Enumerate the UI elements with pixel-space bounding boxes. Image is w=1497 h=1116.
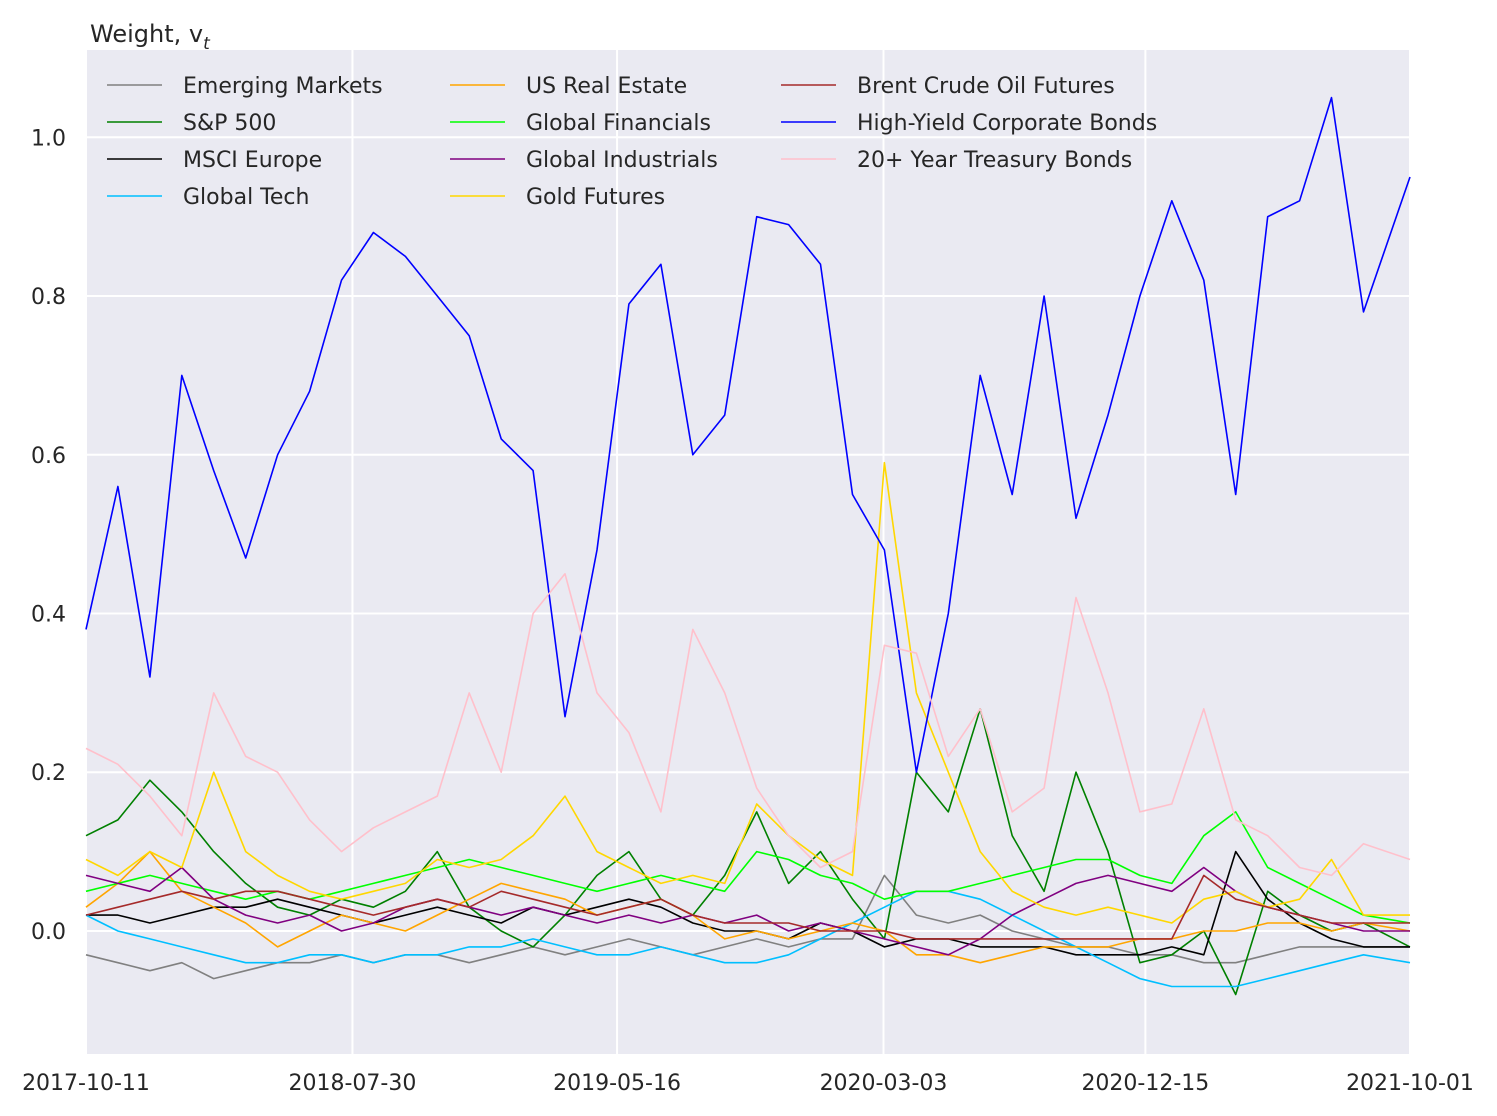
x-tick-label: 2018-07-30 <box>289 1071 417 1096</box>
grid-lines <box>85 50 1411 1054</box>
legend-label: Emerging Markets <box>183 74 383 99</box>
series-line <box>85 572 1411 877</box>
legend-label: Gold Futures <box>526 185 665 210</box>
y-axis-tick-labels: 0.0 0.2 0.4 0.6 0.8 1.0 <box>31 126 66 945</box>
series-line <box>85 866 1410 956</box>
title-subscript: t <box>203 34 211 54</box>
y-tick-label: 0.4 <box>31 603 66 628</box>
legend-label: Global Financials <box>526 111 711 136</box>
y-tick-label: 0.8 <box>31 285 66 310</box>
plot-background <box>86 50 1410 1054</box>
series-lines <box>85 96 1411 996</box>
legend-label: US Real Estate <box>526 74 687 99</box>
legend: Emerging Markets S&P 500 MSCI Europe Global… <box>107 74 1157 210</box>
x-tick-label: 2021-10-01 <box>1346 1071 1474 1096</box>
series-line <box>85 850 1411 964</box>
y-tick-label: 0.6 <box>31 444 66 469</box>
series-line <box>85 461 1410 924</box>
series-line <box>86 850 1410 956</box>
x-tick-label: 2017-10-11 <box>22 1071 150 1096</box>
x-tick-label: 2019-05-16 <box>553 1071 681 1096</box>
series-line <box>85 874 1410 940</box>
legend-label: Global Industrials <box>526 148 718 173</box>
legend-label: S&P 500 <box>183 111 276 136</box>
chart-title: Weight, vt <box>90 20 211 54</box>
legend-label: MSCI Europe <box>183 148 322 173</box>
legend-label: High-Yield Corporate Bonds <box>857 111 1157 136</box>
series-line <box>85 96 1411 774</box>
series-line <box>85 874 1410 980</box>
y-tick-label: 1.0 <box>31 126 66 151</box>
x-tick-label: 2020-03-03 <box>820 1071 948 1096</box>
x-axis-tick-labels: 2017-10-11 2018-07-30 2019-05-16 2020-03-03… <box>22 1071 1474 1096</box>
y-tick-label: 0.2 <box>31 761 66 786</box>
legend-label: 20+ Year Treasury Bonds <box>857 148 1132 173</box>
legend-label: Global Tech <box>183 185 309 210</box>
legend-label: Brent Crude Oil Futures <box>857 74 1115 99</box>
x-tick-label: 2020-12-15 <box>1081 1071 1209 1096</box>
series-line <box>85 890 1411 988</box>
y-tick-label: 0.0 <box>31 920 66 945</box>
